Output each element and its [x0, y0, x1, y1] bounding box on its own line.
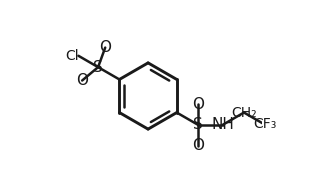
Text: NH: NH — [211, 117, 234, 132]
Text: O: O — [192, 138, 204, 153]
Text: Cl: Cl — [65, 49, 78, 63]
Text: CH₂: CH₂ — [231, 106, 257, 120]
Text: CF₃: CF₃ — [254, 117, 277, 131]
Text: O: O — [99, 40, 111, 55]
Text: S: S — [193, 117, 203, 132]
Text: O: O — [76, 73, 88, 88]
Text: S: S — [93, 60, 103, 75]
Text: O: O — [192, 97, 204, 112]
